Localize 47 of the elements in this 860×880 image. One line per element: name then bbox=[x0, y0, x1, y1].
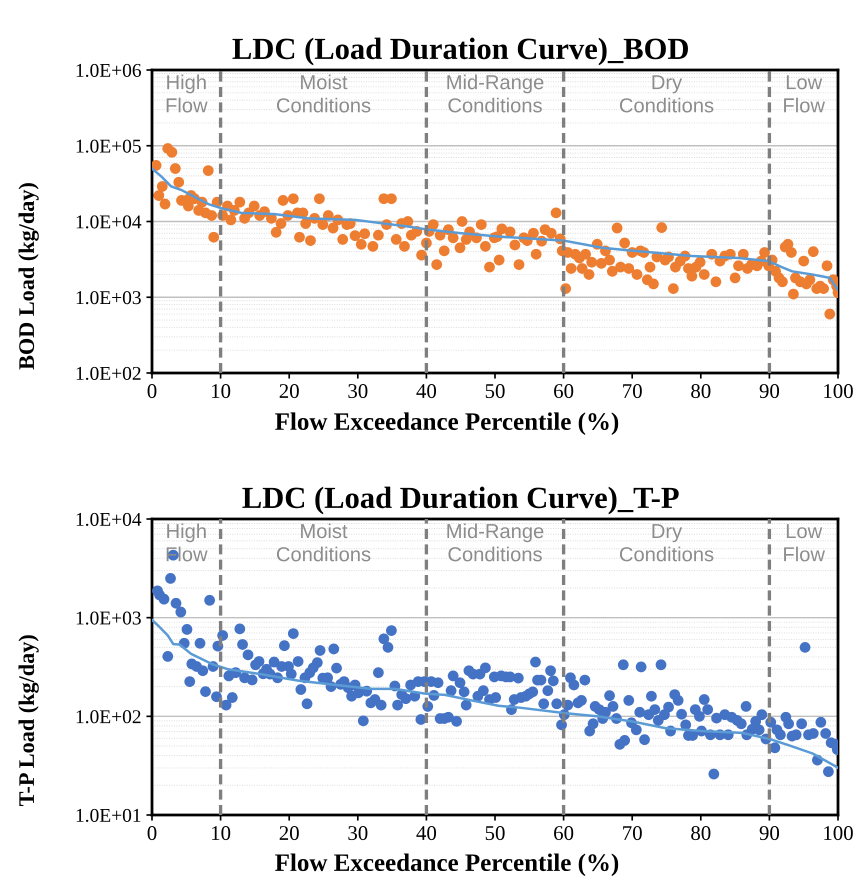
y-axis-title: BOD Load (kg/day) bbox=[18, 183, 39, 370]
x-axis-title: Flow Exceedance Percentile (%) bbox=[275, 412, 618, 436]
annotation: Moist Conditions bbox=[276, 74, 370, 112]
x-tick-label: 70 bbox=[623, 826, 642, 840]
x-tick-label: 20 bbox=[280, 826, 299, 840]
x-tick-label: 60 bbox=[554, 826, 574, 840]
y-tick-label: 1.0E+06 bbox=[76, 64, 142, 78]
annotation: Low Flow bbox=[784, 75, 826, 112]
annotation: Dry Conditions bbox=[620, 524, 714, 562]
annotation: Mid-Range Conditions bbox=[447, 74, 544, 112]
x-tick-label: 80 bbox=[691, 826, 710, 840]
x-tick-label: 60 bbox=[554, 384, 574, 398]
chart-title: LDC (Load Duration Curve)_T-P bbox=[242, 486, 679, 514]
y-axis-title: T-P Load (kg/day) bbox=[18, 635, 39, 806]
x-tick-label: 10 bbox=[212, 384, 230, 398]
annotation: High Flow bbox=[166, 74, 208, 112]
chart-title: LDC (Load Duration Curve)_BOD bbox=[232, 38, 688, 66]
x-tick-label: 100 bbox=[824, 826, 853, 840]
annotation: Mid-Range Conditions bbox=[447, 523, 544, 562]
line-series bbox=[152, 618, 838, 770]
x-tick-label: 70 bbox=[623, 384, 642, 398]
x-tick-label: 90 bbox=[760, 826, 780, 840]
annotation: Low Flow bbox=[784, 524, 826, 562]
y-tick-label: 1.0E+02 bbox=[76, 710, 141, 724]
y-tick-label: 1.0E+04 bbox=[76, 512, 142, 526]
y-tick-label: 1.0E+02 bbox=[76, 366, 141, 380]
y-tick-label: 1.0E+04 bbox=[76, 215, 142, 229]
y-tick-label: 1.0E+03 bbox=[76, 611, 141, 625]
y-tick-label: 1.0E+05 bbox=[76, 140, 141, 153]
x-tick-label: 20 bbox=[280, 384, 299, 398]
y-tick-label: 1.0E+03 bbox=[76, 291, 141, 304]
x-tick-label: 40 bbox=[416, 826, 436, 840]
x-tick-label: 50 bbox=[486, 826, 505, 840]
x-tick-label: 100 bbox=[824, 384, 853, 398]
x-tick-label: 50 bbox=[486, 384, 505, 398]
annotation: Dry Conditions bbox=[620, 75, 714, 112]
x-tick-label: 0 bbox=[148, 826, 156, 840]
x-tick-label: 30 bbox=[348, 826, 368, 840]
x-tick-label: 10 bbox=[212, 826, 230, 840]
x-axis-title: Flow Exceedance Percentile (%) bbox=[275, 853, 618, 876]
x-tick-label: 0 bbox=[148, 384, 156, 398]
y-tick-label: 1.0E+01 bbox=[76, 808, 140, 822]
x-tick-label: 40 bbox=[416, 384, 436, 398]
x-tick-label: 80 bbox=[691, 384, 710, 398]
x-tick-label: 90 bbox=[760, 384, 780, 398]
x-tick-label: 30 bbox=[348, 384, 368, 398]
annotation: Moist Conditions bbox=[276, 523, 370, 562]
